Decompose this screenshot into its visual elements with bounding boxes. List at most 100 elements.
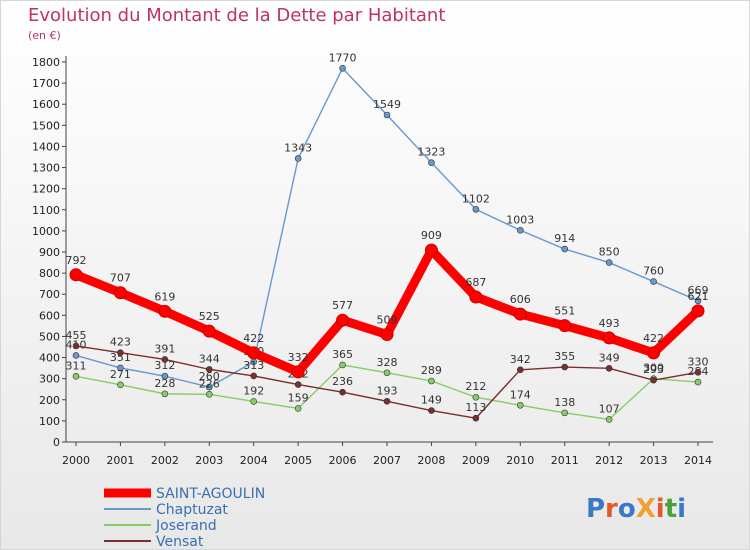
data-point [424, 243, 438, 257]
y-tick-label: 900 [39, 246, 60, 259]
data-point [472, 393, 480, 401]
data-point [339, 361, 346, 369]
data-label: 455 [66, 329, 87, 342]
data-point [294, 381, 302, 388]
data-point [117, 381, 124, 389]
data-point [516, 401, 524, 409]
data-label: 792 [66, 254, 87, 267]
data-label: 193 [377, 384, 398, 397]
data-point [250, 372, 258, 380]
data-label: 212 [465, 380, 486, 393]
x-tick-label: 2014 [684, 454, 712, 467]
data-label: 850 [599, 246, 620, 259]
data-point [294, 405, 302, 412]
data-label: 551 [554, 305, 575, 318]
x-tick-label: 2013 [640, 454, 668, 467]
data-label: 1102 [462, 192, 490, 205]
data-point [294, 155, 302, 162]
x-tick-label: 2010 [506, 454, 534, 467]
data-point [250, 398, 258, 405]
data-point [336, 313, 350, 327]
y-tick-label: 200 [39, 394, 60, 407]
data-point [383, 111, 391, 119]
data-point [561, 409, 569, 417]
data-point [72, 342, 80, 350]
x-tick-label: 2006 [329, 454, 357, 467]
y-tick-label: 0 [53, 436, 60, 449]
data-point [647, 346, 661, 360]
data-point [469, 290, 483, 304]
data-label: 228 [154, 377, 175, 390]
data-point [72, 352, 80, 359]
data-label: 349 [599, 351, 620, 364]
y-tick-label: 1200 [32, 183, 60, 196]
data-point [205, 383, 213, 391]
legend-entry: Joserand [155, 518, 217, 534]
y-tick-label: 400 [39, 352, 60, 365]
y-tick-label: 300 [39, 373, 60, 386]
x-tick-label: 2005 [284, 454, 312, 467]
data-point [602, 331, 616, 345]
data-label: 313 [243, 359, 264, 372]
data-point [650, 376, 657, 384]
data-label: 391 [154, 342, 175, 355]
data-point [558, 319, 572, 333]
data-label: 760 [643, 265, 664, 278]
y-tick-label: 600 [39, 309, 60, 322]
y-tick-label: 1800 [32, 56, 60, 69]
data-label: 271 [110, 368, 131, 381]
data-point [513, 307, 527, 321]
x-tick-label: 2008 [417, 454, 445, 467]
x-tick-label: 2001 [106, 454, 134, 467]
data-label: 1343 [284, 141, 312, 154]
data-label: 289 [421, 364, 442, 377]
data-point [72, 373, 80, 380]
y-tick-label: 1600 [32, 98, 60, 111]
data-label: 914 [554, 232, 575, 245]
y-tick-label: 500 [39, 330, 60, 343]
data-label: 113 [465, 401, 486, 414]
data-label: 687 [465, 276, 486, 289]
data-point [117, 349, 124, 357]
data-point [650, 278, 657, 285]
x-tick-label: 2003 [195, 454, 223, 467]
data-point [291, 365, 305, 379]
data-label: 1549 [373, 98, 401, 111]
y-tick-label: 1500 [32, 119, 60, 132]
proxiti-logo: ProXiti [586, 494, 686, 524]
data-label: 493 [599, 317, 620, 330]
data-point [472, 414, 480, 422]
data-point [605, 259, 613, 266]
x-tick-label: 2000 [62, 454, 90, 467]
data-point [694, 297, 702, 305]
data-label: 293 [643, 363, 664, 376]
x-tick-label: 2007 [373, 454, 401, 467]
data-label: 226 [199, 377, 220, 390]
data-label: 311 [66, 359, 87, 372]
y-tick-label: 1000 [32, 225, 60, 238]
data-label: 192 [243, 384, 264, 397]
data-label: 423 [110, 336, 131, 349]
x-tick-label: 2002 [151, 454, 179, 467]
data-point [69, 268, 83, 282]
chart-title: Evolution du Montant de la Dette par Hab… [28, 5, 446, 26]
data-label: 149 [421, 394, 442, 407]
data-label: 606 [510, 293, 531, 306]
data-point [161, 356, 169, 363]
data-point [161, 390, 169, 398]
data-point [247, 346, 261, 360]
data-label: 159 [288, 391, 309, 404]
data-label: 707 [110, 272, 131, 285]
legend-entry: Vensat [156, 534, 204, 549]
data-label: 355 [554, 350, 575, 363]
data-point [339, 65, 346, 72]
x-tick-label: 2004 [240, 454, 268, 467]
data-point [472, 206, 480, 213]
data-point [561, 245, 569, 253]
data-label: 621 [688, 290, 709, 303]
data-point [694, 369, 702, 376]
x-tick-label: 2009 [462, 454, 490, 467]
data-point [158, 304, 172, 318]
data-label: 330 [688, 355, 709, 368]
